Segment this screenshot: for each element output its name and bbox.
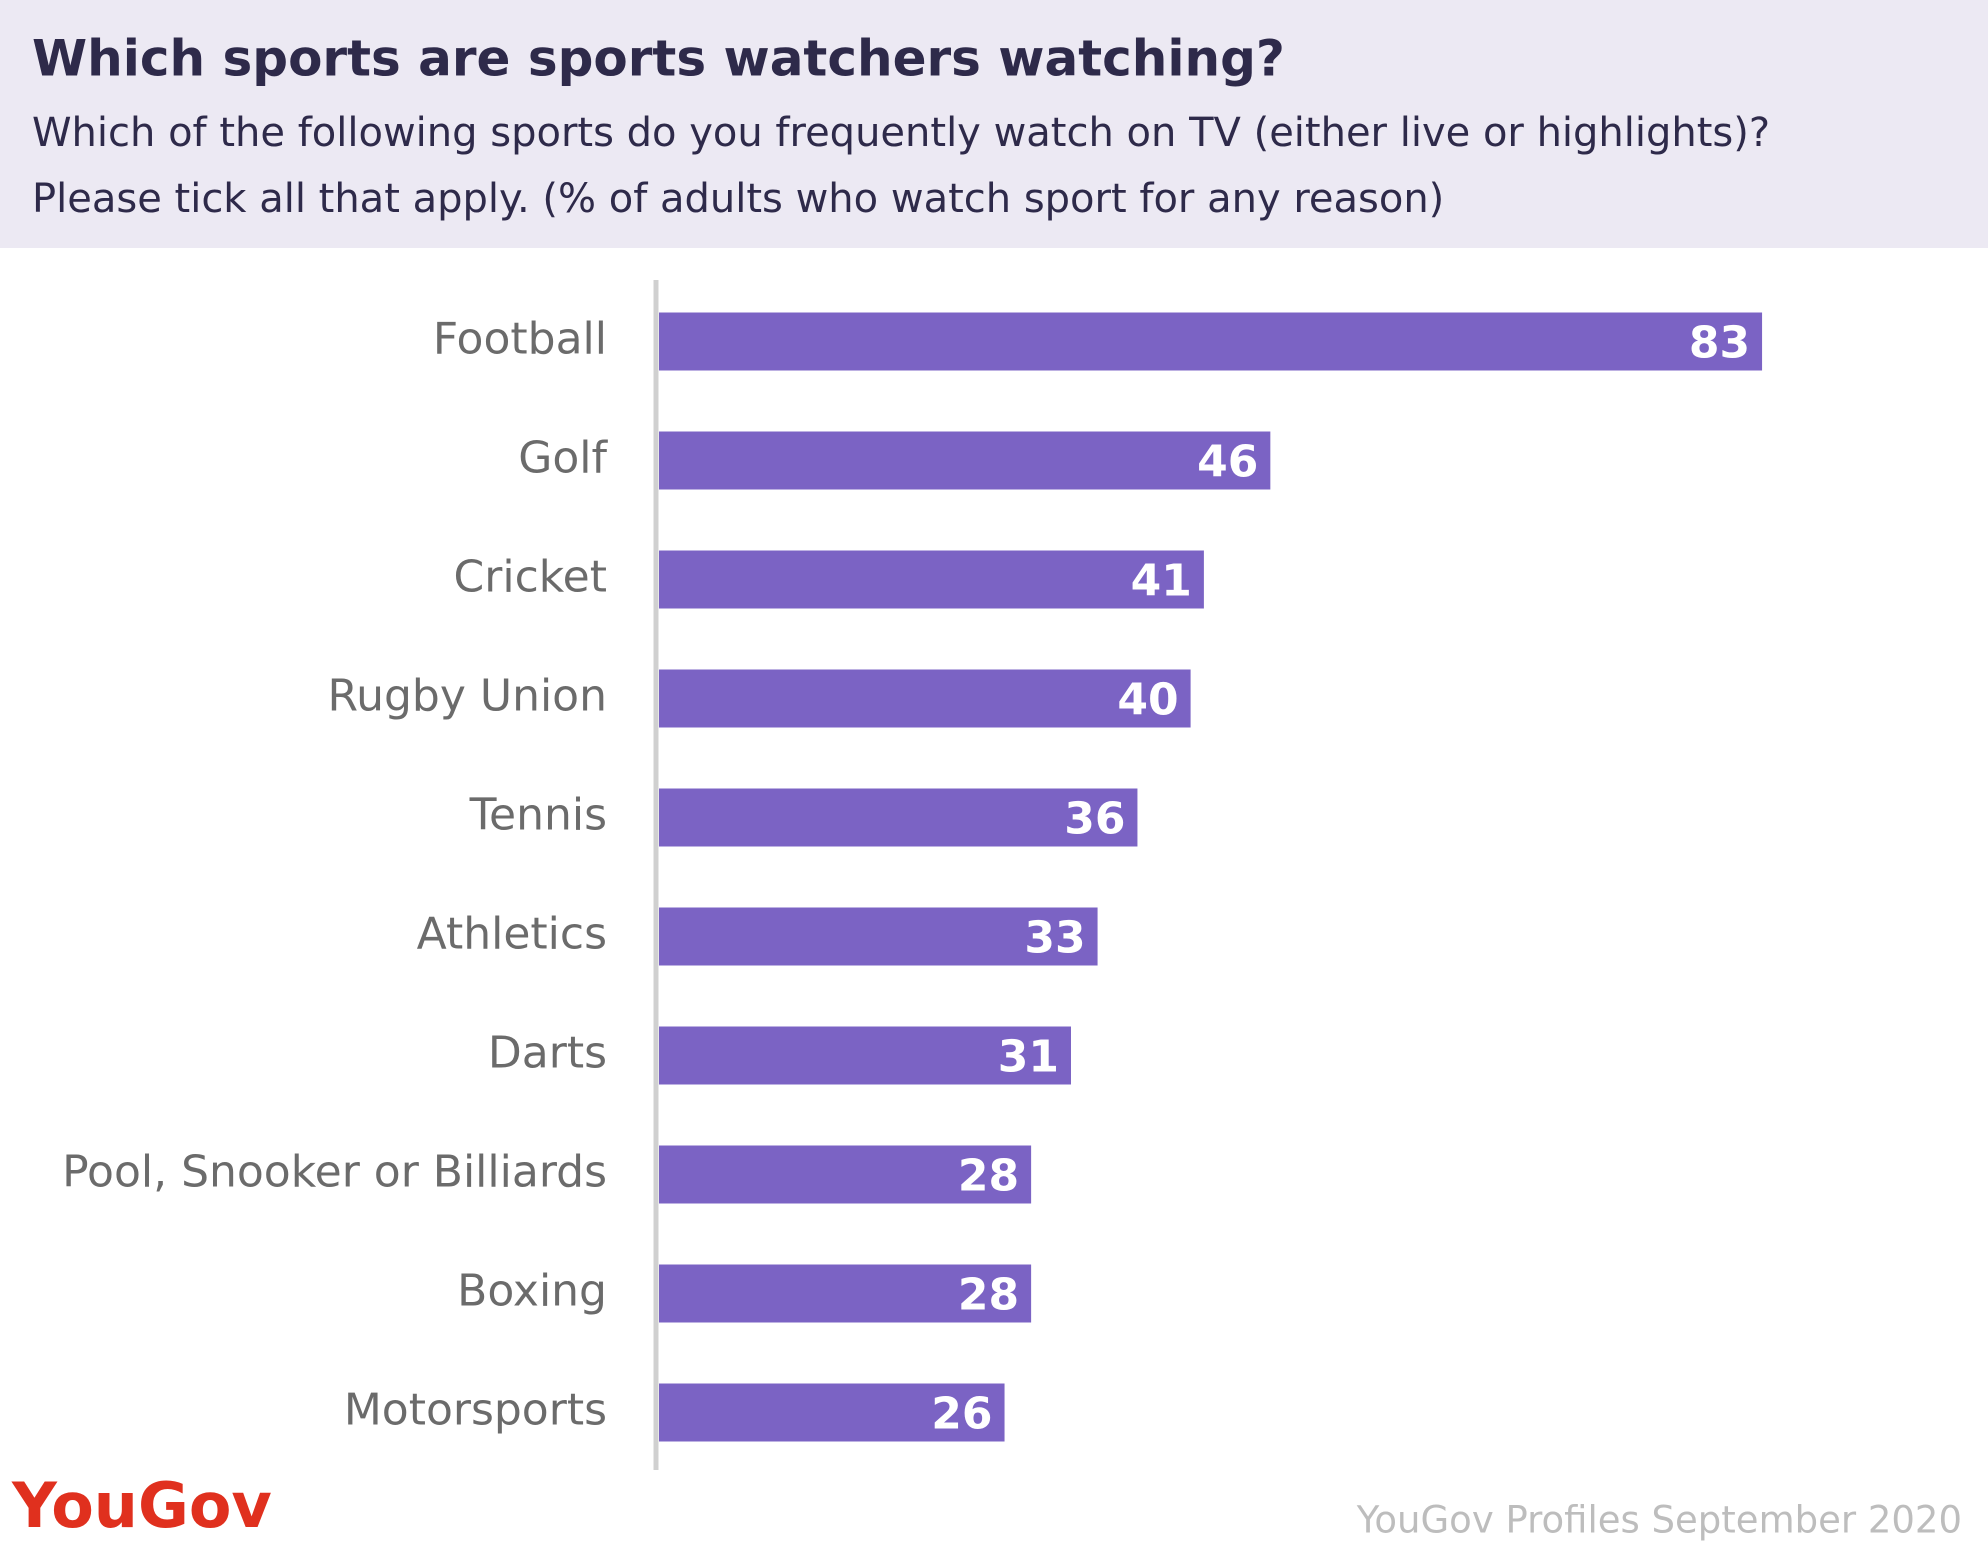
bar bbox=[659, 1026, 1071, 1085]
y-tick-label: Tennis bbox=[469, 790, 607, 841]
chart-title: Which sports are sports watchers watchin… bbox=[32, 30, 1285, 88]
value-label: 33 bbox=[1024, 913, 1085, 964]
y-tick-label: Golf bbox=[518, 433, 608, 484]
y-tick-label: Cricket bbox=[454, 552, 607, 603]
bar bbox=[659, 669, 1191, 728]
y-tick-label: Boxing bbox=[457, 1266, 607, 1317]
value-label: 83 bbox=[1689, 318, 1750, 369]
bar bbox=[659, 312, 1763, 371]
chart-subtitle: Which of the following sports do you fre… bbox=[32, 110, 1770, 156]
bar bbox=[659, 431, 1271, 490]
bar bbox=[659, 788, 1138, 847]
value-label: 26 bbox=[931, 1389, 992, 1440]
y-tick-label: Pool, Snooker or Billiards bbox=[62, 1147, 607, 1198]
source: YouGov Profiles September 2020 bbox=[1356, 1499, 1962, 1542]
value-label: 46 bbox=[1197, 437, 1258, 488]
bar bbox=[659, 1145, 1032, 1204]
value-label: 40 bbox=[1117, 675, 1178, 726]
header-band bbox=[0, 0, 1988, 248]
bar bbox=[659, 1264, 1032, 1323]
y-tick-label: Darts bbox=[488, 1028, 607, 1079]
bar bbox=[659, 907, 1098, 966]
value-label: 41 bbox=[1131, 556, 1192, 607]
y-tick-label: Motorsports bbox=[344, 1385, 607, 1436]
value-label: 31 bbox=[998, 1032, 1059, 1083]
logo: YouGov bbox=[11, 1469, 272, 1542]
y-tick-label: Rugby Union bbox=[328, 671, 608, 722]
bar bbox=[659, 1383, 1005, 1442]
y-tick-label: Athletics bbox=[417, 909, 607, 960]
value-label: 28 bbox=[958, 1270, 1019, 1321]
bar bbox=[659, 550, 1204, 609]
chart-subtitle: Please tick all that apply. (% of adults… bbox=[32, 176, 1444, 222]
value-label: 28 bbox=[958, 1151, 1019, 1202]
value-label: 36 bbox=[1064, 794, 1125, 845]
y-tick-label: Football bbox=[433, 314, 607, 365]
